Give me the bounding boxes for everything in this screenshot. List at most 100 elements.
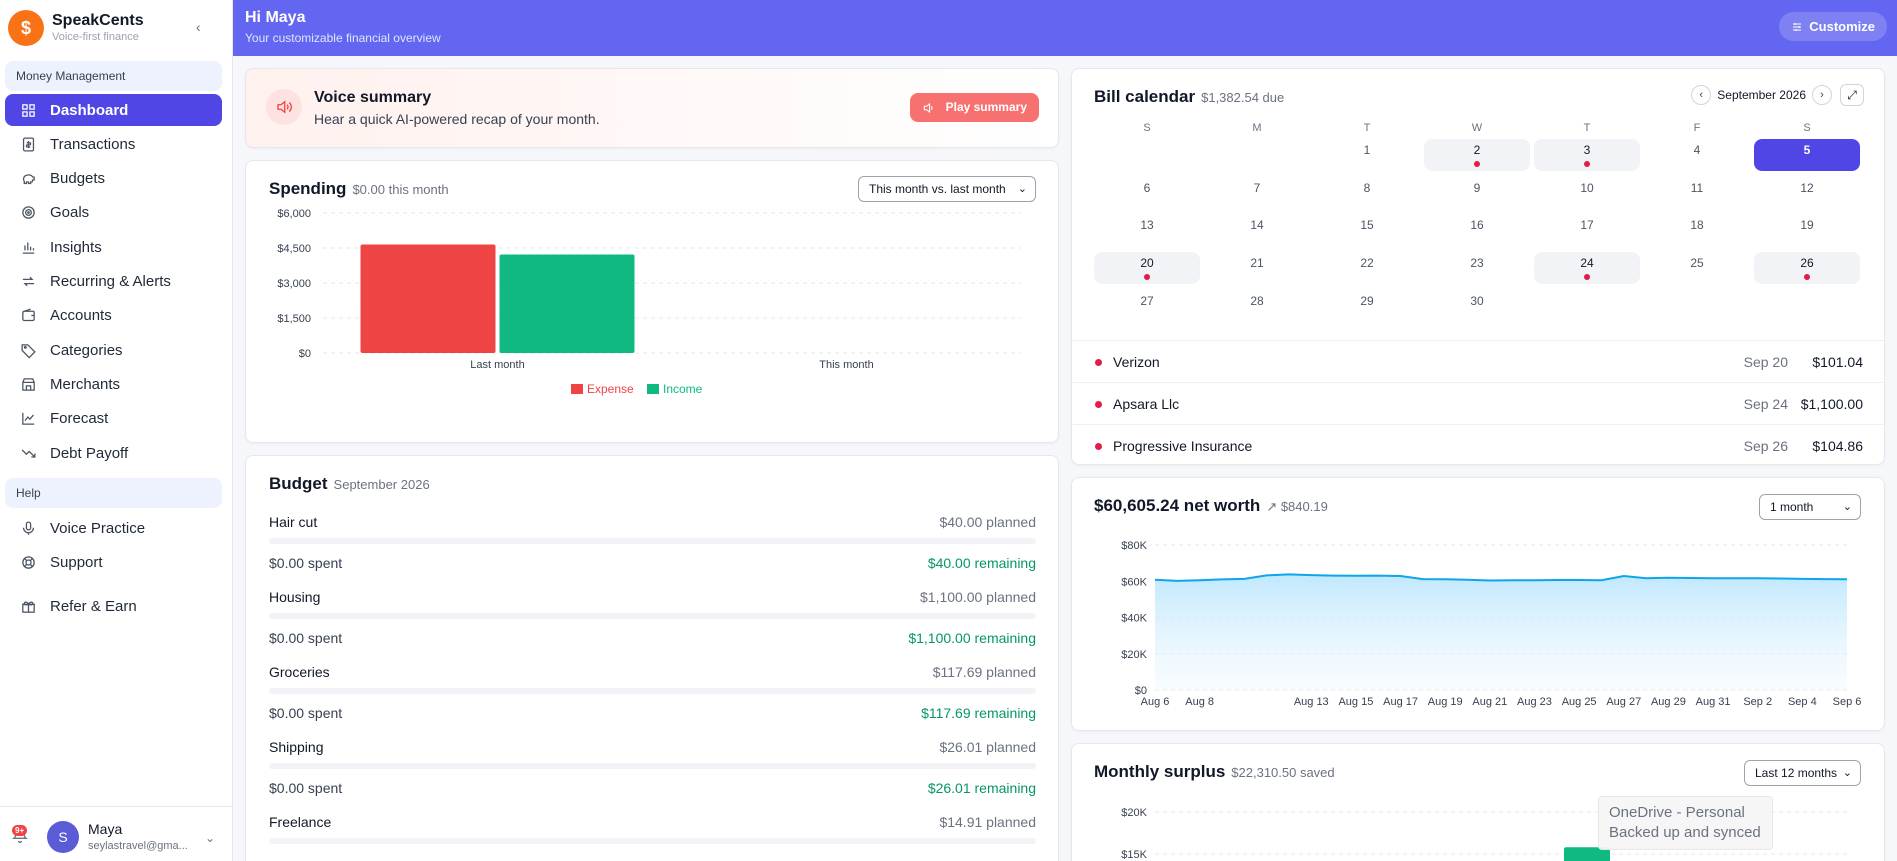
play-summary-button[interactable]: Play summary [909, 93, 1039, 122]
sidebar-item-label: Refer & Earn [50, 597, 137, 615]
calendar-day[interactable]: 6 [1094, 177, 1200, 209]
sidebar-item-insights[interactable]: Insights [5, 231, 222, 263]
budget-progress-bar [269, 838, 1036, 844]
calendar-day[interactable]: 24 [1534, 252, 1640, 285]
sidebar-item-accounts[interactable]: Accounts [5, 300, 222, 332]
calendar-day-number: 19 [1800, 218, 1814, 233]
onedrive-toast[interactable]: OneDrive - Personal Backed up and synced [1598, 796, 1773, 850]
spending-period-select[interactable]: This month vs. last month ⌄ [858, 176, 1036, 202]
calendar-day[interactable]: 14 [1204, 214, 1310, 246]
calendar-day[interactable]: 12 [1754, 177, 1860, 209]
calendar-day[interactable]: 17 [1534, 214, 1640, 246]
x-tick-label: Aug 25 [1562, 696, 1597, 708]
sidebar-item-recurring-and-alerts[interactable]: Recurring & Alerts [5, 266, 222, 298]
sidebar-item-merchants[interactable]: Merchants [5, 368, 222, 400]
y-tick-label: $3,000 [277, 278, 311, 290]
prev-month-button[interactable]: ‹ [1691, 85, 1712, 105]
y-tick-label: $40K [1121, 613, 1147, 625]
calendar-day[interactable]: 16 [1424, 214, 1530, 246]
bill-name: Apsara Llc [1113, 396, 1180, 412]
calendar-day[interactable]: 20 [1094, 252, 1200, 285]
calendar-day[interactable]: 27 [1094, 290, 1200, 322]
voice-summary-card: Voice summary Hear a quick AI-powered re… [245, 68, 1059, 148]
chevron-down-icon[interactable]: ⌄ [205, 831, 216, 845]
bar-income[interactable] [499, 254, 635, 353]
expand-icon[interactable]: ⤢ [1840, 84, 1864, 106]
bill-amount: $1,100.00 [1800, 396, 1863, 412]
calendar-day[interactable]: 22 [1314, 252, 1420, 284]
bill-row[interactable]: Progressive Insurance Sep 26 $104.86 [1073, 424, 1885, 466]
sidebar-item-label: Transactions [50, 135, 136, 153]
sidebar-item-budgets[interactable]: Budgets [5, 163, 222, 195]
sidebar-item-label: Debt Payoff [50, 444, 129, 462]
sidebar-item-debt-payoff[interactable]: Debt Payoff [5, 437, 222, 469]
customize-button[interactable]: Customize [1779, 12, 1887, 41]
calendar-day[interactable]: 29 [1314, 290, 1420, 322]
bar-expense[interactable] [360, 244, 496, 354]
calendar-day[interactable]: 21 [1204, 252, 1310, 284]
brand-name: SpeakCents [52, 12, 144, 29]
calendar-day[interactable]: 23 [1424, 252, 1530, 284]
spending-title-text: Spending [269, 179, 347, 198]
bill-row[interactable]: Verizon Sep 20 $101.04 [1073, 340, 1885, 382]
x-tick-label: Aug 21 [1472, 696, 1507, 708]
surplus-bar[interactable] [1564, 847, 1610, 861]
y-tick-label: $20K [1121, 807, 1147, 819]
calendar-day[interactable]: 7 [1204, 177, 1310, 209]
net-worth-line[interactable] [1154, 573, 1848, 582]
weekday-label: F [1693, 122, 1701, 134]
calendar-day-number: 17 [1580, 218, 1594, 233]
y-tick-label: $4,500 [277, 243, 311, 255]
sidebar-item-refer-and-earn[interactable]: Refer & Earn [5, 590, 222, 622]
bill-row[interactable]: Apsara Llc Sep 24 $1,100.00 [1073, 382, 1885, 424]
budget-row-name: Shipping [269, 739, 324, 755]
notification-badge: 9+ [12, 825, 28, 836]
collapse-sidebar-icon[interactable]: ‹ [196, 19, 201, 35]
sidebar-item-dashboard[interactable]: Dashboard [5, 94, 222, 126]
calendar-day[interactable]: 3 [1534, 139, 1640, 171]
sidebar-item-voice-practice[interactable]: Voice Practice [5, 512, 222, 544]
bar-chart-icon [19, 238, 37, 256]
user-menu[interactable]: 9+ S Maya seylastravel@gma... ⌄ [0, 806, 233, 861]
calendar-day[interactable]: 26 [1754, 252, 1860, 285]
next-month-button[interactable]: › [1812, 85, 1832, 105]
calendar-day[interactable]: 10 [1534, 177, 1640, 209]
budget-card: Budget September 2026 Hair cut $40.00 plan… [245, 455, 1059, 861]
y-tick-label: $0 [1135, 685, 1147, 697]
avatar[interactable]: S [47, 821, 79, 853]
sidebar-item-support[interactable]: Support [5, 546, 222, 578]
brand[interactable]: $ SpeakCents Voice-first finance [8, 10, 144, 46]
monthly-surplus-title: Monthly surplus $22,310.50 saved [1094, 762, 1335, 782]
surplus-period-select[interactable]: Last 12 months ⌄ [1744, 760, 1861, 786]
calendar-day[interactable]: 19 [1754, 214, 1860, 246]
calendar-day-number: 9 [1473, 180, 1481, 195]
calendar-day[interactable]: 11 [1644, 177, 1750, 209]
sidebar-item-label: Merchants [50, 375, 121, 393]
calendar-day[interactable]: 5 [1754, 139, 1860, 171]
x-tick-label: Aug 6 [1141, 696, 1170, 708]
budget-row-remaining: $26.01 remaining [927, 780, 1036, 796]
voice-summary-title: Voice summary [314, 89, 432, 106]
receipt-icon [19, 135, 37, 153]
sidebar-item-goals[interactable]: Goals [5, 197, 222, 229]
calendar-day-number: 13 [1140, 218, 1154, 233]
calendar-day[interactable]: 4 [1644, 139, 1750, 171]
sidebar-item-transactions[interactable]: Transactions [5, 128, 222, 160]
calendar-day[interactable]: 30 [1424, 290, 1530, 322]
calendar-day[interactable]: 1 [1314, 139, 1420, 171]
calendar-day[interactable]: 18 [1644, 214, 1750, 246]
calendar-day[interactable]: 28 [1204, 290, 1310, 322]
calendar-day[interactable]: 9 [1424, 177, 1530, 209]
calendar-day[interactable]: 25 [1644, 252, 1750, 284]
net-worth-period-select[interactable]: 1 month ⌄ [1759, 494, 1861, 520]
sidebar-item-forecast[interactable]: Forecast [5, 403, 222, 435]
calendar-day[interactable]: 13 [1094, 214, 1200, 246]
budget-subtitle: September 2026 [333, 477, 430, 492]
trend-down-icon [19, 444, 37, 462]
calendar-day[interactable]: 8 [1314, 177, 1420, 209]
calendar-day[interactable]: 2 [1424, 139, 1530, 171]
calendar-day[interactable]: 15 [1314, 214, 1420, 246]
sidebar-item-categories[interactable]: Categories [5, 334, 222, 366]
calendar-day-number: 16 [1470, 218, 1484, 233]
